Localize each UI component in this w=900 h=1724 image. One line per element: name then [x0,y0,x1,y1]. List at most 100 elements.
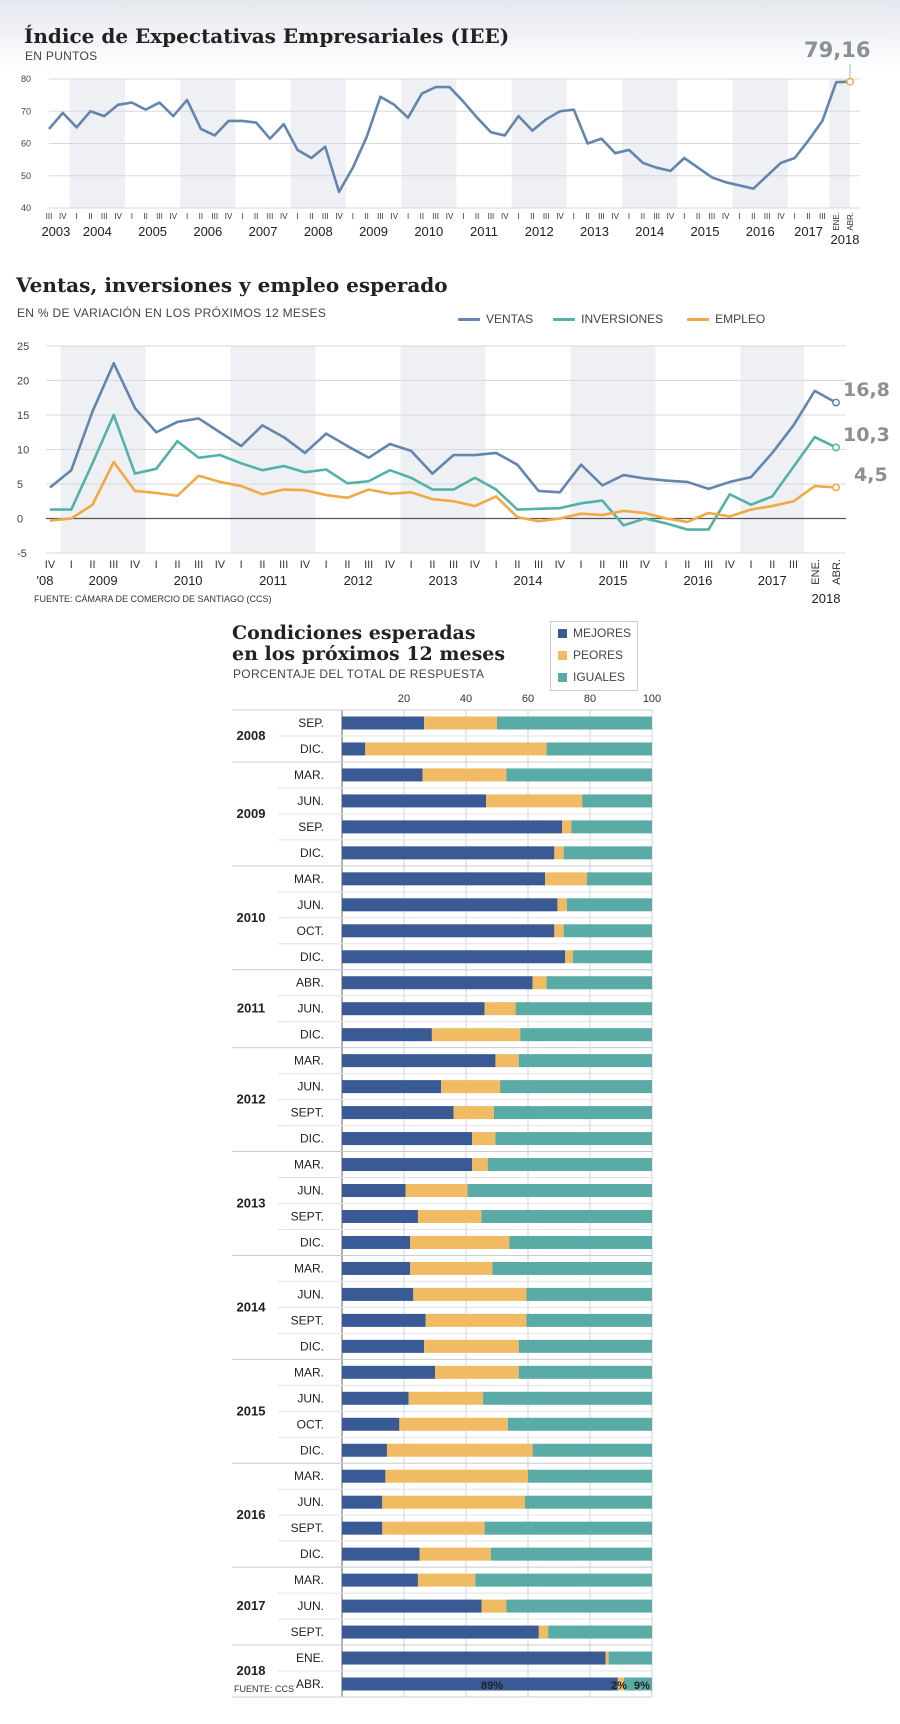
bar-peores [538,1625,549,1639]
x-quarter-label: III [488,212,495,221]
bar-iguales [509,1235,652,1249]
row-label: JUN. [297,1080,324,1094]
x-quarter-label: IV [390,212,398,221]
bar-peores [486,794,583,808]
x-quarter-label: II [769,559,775,571]
x-year-label: 2010 [414,224,443,239]
year-group-label: 2008 [237,728,266,743]
x-quarter-label: II [429,559,435,571]
x-tick-label: 20 [398,693,410,705]
x-quarter-label: II [88,212,92,221]
bar-mejores [342,1521,383,1535]
bar-iguales [490,1547,652,1561]
bar-iguales [546,976,652,990]
legend-peores: PEORES [551,644,637,666]
inversiones-series-line [50,413,837,531]
x-year-label: 2007 [249,224,278,239]
bar-iguales [586,872,652,886]
bar-iguales [571,820,652,834]
bar-iguales [492,1261,652,1275]
y-tick-label: 80 [21,74,31,84]
bar-peores [425,1313,527,1327]
bar-iguales [566,898,652,912]
bar-iguales [520,1028,652,1042]
bar-peores [405,1184,468,1198]
bar-mejores [342,1184,406,1198]
x-quarter-label: I [738,212,740,221]
x-quarter-label: I [410,559,413,571]
bar-peores [472,1158,488,1172]
x-year-label: 2003 [41,224,70,239]
row-label: JUN. [297,1184,324,1198]
x-quarter-label: III [709,212,716,221]
year-group-label: 2012 [237,1092,266,1107]
x-quarter-label: IV [280,212,288,221]
x-quarter-label: I [794,212,796,221]
bar-peores [472,1132,496,1146]
row-label: DIC. [300,1443,324,1457]
bar-mejores [342,1651,606,1665]
bar-iguales [548,1625,652,1639]
x-year-label: 2006 [193,224,222,239]
x-quarter-label: I [352,212,354,221]
bar-mejores [342,924,555,938]
bar-peores [565,950,573,964]
x-quarter-label: II [514,559,520,571]
bar-iguales [484,1521,652,1535]
bar-mejores [342,1469,386,1483]
x-quarter-label: III [46,212,53,221]
ventas-series-end-point [832,398,840,407]
bar-iguales [546,742,652,756]
bar-mejores [342,1495,383,1509]
y-tick-label: 10 [17,445,29,457]
x-quarter-label: IV [611,212,619,221]
x-quarter-label: IV [335,212,343,221]
bar-iguales [572,950,652,964]
row-label: JUN. [297,794,324,808]
bar-mejores [342,1599,482,1613]
x-quarter-label: I [296,212,298,221]
x-quarter-label: II [364,212,368,221]
y-tick-label: 0 [17,514,23,526]
chart3-subtitle: PORCENTAJE DEL TOTAL DE RESPUESTA [233,667,485,681]
year-group-label: 2014 [237,1299,267,1314]
chart3-title-line1: Condiciones esperadas [232,622,476,644]
empleo-end-label: 4,5 [854,464,888,486]
row-label: MAR. [294,1573,324,1587]
x-year-label: 2012 [525,224,554,239]
bar-mejores [342,768,423,782]
y-tick-label: 5 [17,479,23,491]
row-label: SEPT. [291,1521,324,1535]
row-label: MAR. [294,1365,324,1379]
bar-iguales [495,1132,652,1146]
x-quarter-label: IV [385,559,396,571]
bar-peores [453,1106,494,1120]
x-quarter-label: II [89,559,95,571]
bar-iguales [524,1495,652,1509]
x-quarter-label: II [174,559,180,571]
row-label: MAR. [294,1158,324,1172]
bar-peores [557,898,567,912]
x-quarter-label: I [573,212,575,221]
x-quarter-label: ABR. [831,559,843,585]
x-quarter-label: III [101,212,108,221]
x-quarter-label: III [364,559,373,571]
bar-peores [365,742,547,756]
row-label: DIC. [300,1235,324,1249]
bar-mejores [342,1054,496,1068]
y-tick-label: 25 [17,341,29,353]
bar-iguales [518,1054,652,1068]
chart2-subtitle: EN % DE VARIACIÓN EN LOS PRÓXIMOS 12 MES… [17,306,327,320]
x-quarter-label: II [641,212,645,221]
x-tick-label: 80 [584,693,596,705]
x-quarter-label: I [155,559,158,571]
x-year-label: 2014 [635,224,664,239]
row-label: DIC. [300,1028,324,1042]
y-tick-label: -5 [17,548,27,560]
year-group-label: 2016 [237,1507,266,1522]
legend-ventas: VENTAS [458,312,533,326]
x-quarter-label: III [322,212,329,221]
bar-iguales [528,1469,652,1483]
